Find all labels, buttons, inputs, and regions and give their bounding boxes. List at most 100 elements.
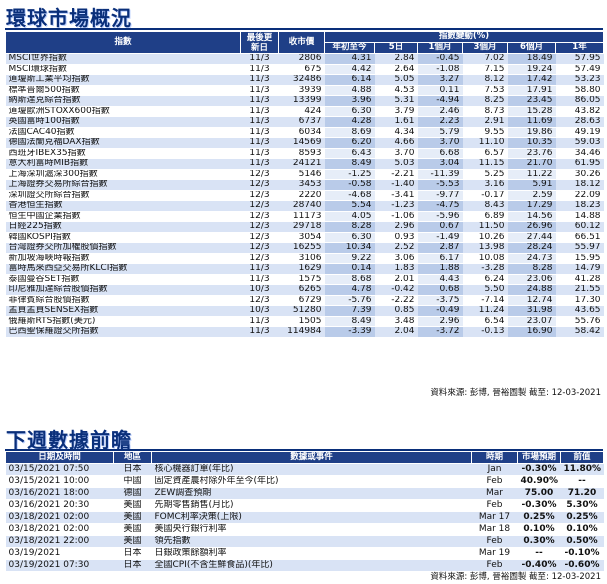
- cell-d5: -3.41: [374, 190, 418, 201]
- cell-m3: 11.10: [462, 137, 508, 149]
- cal-cell-forecast: -0.40%: [517, 559, 561, 572]
- cal-cell-period: Jan: [471, 463, 518, 476]
- cal-cell-previous: 0.50%: [560, 535, 604, 548]
- header-ytd: 年初至今: [324, 42, 375, 54]
- cell-ytd: 0.14: [324, 263, 375, 275]
- cell-ytd: 4.88: [324, 85, 375, 96]
- cell-m1: 0.68: [417, 284, 463, 296]
- cell-m1: 0.67: [417, 221, 463, 233]
- table-row: 恒生中國企業指數 12/3 11173 4.05 -1.06 -5.96 6.89 14.56…: [5, 211, 604, 222]
- header-3m: 3個月: [462, 42, 508, 54]
- cell-close: 114984: [278, 326, 325, 338]
- cell-y1: 15.95: [555, 253, 604, 264]
- cell-name: 新加坡海峽時報指數: [5, 253, 241, 264]
- cell-date: 12/3: [240, 211, 279, 222]
- cell-y1: 34.46: [555, 148, 604, 159]
- cal-cell-period: Mar: [471, 487, 518, 500]
- list-item: 03/19/2021 日本 日銀政策餘額利率 Mar 19 -- -0.10%: [5, 547, 604, 560]
- cell-ytd: 6.30: [324, 106, 375, 117]
- cell-y1: 58.80: [555, 85, 604, 96]
- cell-d5: 4.53: [374, 85, 418, 96]
- table-row: MSCI環球指數 11/3 675 4.42 2.64 -1.08 7.15 19.24 57.…: [5, 64, 604, 75]
- cell-m1: 3.04: [417, 158, 463, 170]
- cell-m3: 7.02: [462, 53, 508, 65]
- cell-close: 5146: [278, 169, 325, 180]
- cal-cell-region: 日本: [113, 559, 152, 572]
- cell-ytd: 3.96: [324, 95, 375, 107]
- cell-d5: -1.06: [374, 211, 418, 222]
- cal-cell-datetime: 03/18/2021 02:00: [5, 523, 114, 536]
- cal-cell-forecast: --: [517, 547, 561, 560]
- cell-close: 24121: [278, 158, 325, 170]
- cell-date: 12/3: [240, 242, 279, 254]
- table-row: 納斯達克綜合指數 11/3 13399 3.96 5.31 -4.94 8.25 23.45 8…: [5, 95, 604, 107]
- cell-date: 11/3: [240, 74, 279, 86]
- cell-d5: 1.83: [374, 263, 418, 275]
- cell-y1: 66.51: [555, 232, 604, 243]
- cell-m3: 9.55: [462, 127, 508, 138]
- cell-name: 上海深圳滬深300指數: [5, 169, 241, 180]
- cell-ytd: 4.31: [324, 53, 375, 65]
- cell-close: 16255: [278, 242, 325, 254]
- table-row: 巴西聖保羅證交所指數 11/3 114984 -3.39 2.04 -3.72 -0.13 1…: [5, 326, 604, 338]
- cal-cell-datetime: 03/16/2021 20:30: [5, 499, 114, 512]
- cell-y1: 43.65: [555, 305, 604, 317]
- cell-m1: 2.23: [417, 116, 463, 128]
- cell-y1: 17.30: [555, 295, 604, 306]
- market-overview-title: 環球市場概況: [6, 6, 132, 30]
- header-close: 收市價: [278, 31, 325, 54]
- cell-m6: 10.35: [507, 137, 556, 149]
- cell-m1: -11.39: [417, 169, 463, 180]
- cell-close: 29718: [278, 221, 325, 233]
- cell-y1: 57.95: [555, 53, 604, 65]
- cal-cell-region: 美國: [113, 523, 152, 536]
- cal-cell-previous: 5.30%: [560, 499, 604, 512]
- cell-y1: 59.03: [555, 137, 604, 149]
- cell-m1: -1.08: [417, 64, 463, 75]
- cal-header-datetime: 日期及時間: [5, 451, 114, 464]
- cell-y1: 22.09: [555, 190, 604, 201]
- table-row: 日經225指數 12/3 29718 8.28 2.96 0.67 11.50 26.96 60…: [5, 221, 604, 233]
- cell-close: 11173: [278, 211, 325, 222]
- cell-date: 11/3: [240, 85, 279, 96]
- cell-name: 孟買孟買SENSEX指數: [5, 305, 241, 317]
- cell-ytd: 6.43: [324, 148, 375, 159]
- table-row: MSCI世界指數 11/3 2806 4.31 2.84 -0.45 7.02 18.49 57…: [5, 53, 604, 65]
- cell-m3: -0.13: [462, 326, 508, 338]
- cal-header-forecast: 市場預期: [517, 451, 561, 464]
- cell-m6: 24.73: [507, 253, 556, 264]
- cell-m1: -4.94: [417, 95, 463, 107]
- table-row: 上海深圳滬深300指數 12/3 5146 -1.25 -2.21 -11.39 5.25 1…: [5, 169, 604, 180]
- market-source-note: 資料來源: 彭博, 晉裕圖製 截至: 12-03-2021: [430, 388, 601, 398]
- cal-cell-datetime: 03/18/2021 02:00: [5, 511, 114, 524]
- cell-ytd: 10.34: [324, 242, 375, 254]
- cell-y1: 28.63: [555, 116, 604, 128]
- cell-m1: 5.79: [417, 127, 463, 138]
- cell-m3: 8.43: [462, 200, 508, 212]
- cal-cell-forecast: -0.30%: [517, 499, 561, 512]
- cell-m1: 2.96: [417, 316, 463, 327]
- cell-m6: 16.90: [507, 326, 556, 338]
- cal-cell-period: Feb: [471, 499, 518, 512]
- cell-ytd: -4.68: [324, 190, 375, 201]
- cell-ytd: 9.22: [324, 253, 375, 264]
- cell-m3: 5.50: [462, 284, 508, 296]
- cell-date: 12/3: [240, 179, 279, 191]
- cell-m3: -3.28: [462, 263, 508, 275]
- cell-name: 上海證券交易所綜合指數: [5, 179, 241, 191]
- cell-m3: 3.16: [462, 179, 508, 191]
- cell-date: 11/3: [240, 263, 279, 275]
- cell-m3: 5.25: [462, 169, 508, 180]
- cal-cell-datetime: 03/19/2021 07:30: [5, 559, 114, 572]
- cell-m6: 14.56: [507, 211, 556, 222]
- header-date: 最後更新日: [240, 31, 279, 54]
- table-row: 台灣證券交所加權股價指數 12/3 16255 10.34 2.52 2.87 13.98 2…: [5, 242, 604, 254]
- cell-ytd: 4.05: [324, 211, 375, 222]
- table-row: 英國富時100指數 11/3 6737 4.28 1.61 2.23 2.91 11.69 28…: [5, 116, 604, 128]
- cell-date: 11/3: [240, 95, 279, 107]
- cal-cell-period: Feb: [471, 559, 518, 572]
- cell-date: 11/3: [240, 116, 279, 128]
- cell-date: 11/3: [240, 53, 279, 65]
- cell-ytd: 4.42: [324, 64, 375, 75]
- cell-d5: 5.05: [374, 74, 418, 86]
